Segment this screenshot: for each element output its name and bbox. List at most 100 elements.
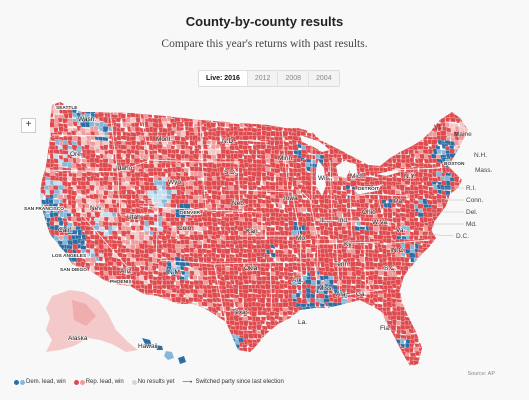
county-shape[interactable] (400, 108, 406, 114)
county-shape[interactable] (414, 305, 421, 313)
county-shape[interactable] (233, 117, 239, 123)
county-shape[interactable] (347, 136, 353, 144)
county-shape[interactable] (354, 225, 361, 232)
county-shape[interactable] (446, 312, 453, 319)
county-shape[interactable] (386, 139, 394, 147)
county-shape[interactable] (286, 104, 295, 111)
county-shape[interactable] (408, 112, 415, 121)
county-shape[interactable] (309, 315, 317, 321)
county-shape[interactable] (147, 319, 155, 326)
county-shape[interactable] (39, 193, 45, 200)
county-shape[interactable] (35, 161, 42, 168)
county-shape[interactable] (54, 261, 61, 268)
county-shape[interactable] (459, 208, 466, 215)
county-shape[interactable] (153, 311, 159, 318)
county-shape[interactable] (441, 226, 449, 234)
county-shape[interactable] (89, 287, 97, 294)
county-shape[interactable] (459, 253, 465, 260)
county-shape[interactable] (40, 288, 48, 296)
county-shape[interactable] (49, 248, 55, 254)
county-shape[interactable] (341, 136, 349, 143)
county-shape[interactable] (175, 108, 182, 116)
county-shape[interactable] (435, 324, 443, 331)
county-shape[interactable] (138, 145, 145, 151)
county-shape[interactable] (368, 198, 374, 204)
county-shape[interactable] (295, 162, 302, 170)
county-shape[interactable] (440, 302, 448, 309)
county-shape[interactable] (450, 284, 457, 290)
county-shape[interactable] (35, 231, 41, 239)
county-shape[interactable] (61, 161, 68, 168)
county-shape[interactable] (355, 135, 362, 143)
county-shape[interactable] (439, 239, 446, 247)
county-shape[interactable] (214, 99, 221, 106)
county-shape[interactable] (120, 135, 128, 141)
county-shape[interactable] (207, 114, 215, 122)
county-shape[interactable] (108, 289, 115, 296)
county-shape[interactable] (44, 267, 50, 273)
county-shape[interactable] (156, 279, 163, 286)
county-shape[interactable] (311, 122, 317, 130)
county-shape[interactable] (130, 310, 137, 318)
county-shape[interactable] (345, 144, 352, 153)
county-shape[interactable] (224, 104, 231, 112)
county-shape[interactable] (400, 279, 407, 286)
county-shape[interactable] (324, 321, 331, 326)
county-shape[interactable] (359, 311, 365, 318)
county-shape[interactable] (431, 104, 437, 110)
county-shape[interactable] (241, 101, 248, 108)
county-shape[interactable] (292, 311, 299, 318)
county-shape[interactable] (35, 150, 42, 158)
county-shape[interactable] (117, 312, 123, 320)
county-shape[interactable] (284, 324, 290, 333)
county-shape[interactable] (184, 148, 190, 155)
county-shape[interactable] (324, 135, 330, 142)
county-shape[interactable] (197, 113, 205, 120)
county-shape[interactable] (450, 271, 457, 277)
county-shape[interactable] (251, 175, 257, 182)
county-shape[interactable] (179, 307, 186, 314)
county-shape[interactable] (377, 117, 384, 124)
county-shape[interactable] (228, 220, 236, 227)
county-shape[interactable] (347, 324, 354, 331)
county-shape[interactable] (372, 284, 380, 290)
county-shape[interactable] (120, 306, 127, 312)
county-shape[interactable] (273, 242, 279, 248)
county-shape[interactable] (49, 266, 55, 273)
county-shape[interactable] (139, 302, 146, 310)
county-shape[interactable] (265, 158, 271, 164)
county-shape[interactable] (455, 225, 463, 234)
county-shape[interactable] (427, 257, 433, 264)
county-shape[interactable] (161, 109, 169, 117)
county-shape[interactable] (409, 109, 416, 115)
county-shape[interactable] (75, 279, 82, 286)
county-shape[interactable] (309, 149, 317, 155)
county-shape[interactable] (333, 306, 340, 312)
county-shape[interactable] (203, 307, 209, 314)
county-shape[interactable] (130, 293, 137, 300)
county-shape[interactable] (359, 157, 365, 163)
county-shape[interactable] (459, 99, 467, 104)
county-shape[interactable] (376, 159, 383, 165)
county-shape[interactable] (49, 234, 55, 242)
county-shape[interactable] (295, 157, 301, 163)
county-shape[interactable] (463, 175, 469, 183)
county-shape[interactable] (102, 297, 109, 305)
county-shape[interactable] (194, 315, 200, 321)
county-shape[interactable] (224, 114, 231, 120)
county-shape[interactable] (462, 166, 469, 173)
county-shape[interactable] (265, 103, 273, 110)
county-shape[interactable] (412, 284, 420, 291)
county-shape[interactable] (259, 270, 267, 276)
county-shape[interactable] (309, 253, 315, 259)
county-shape[interactable] (306, 113, 315, 121)
county-shape[interactable] (315, 104, 321, 111)
county-shape[interactable] (467, 240, 474, 247)
county-shape[interactable] (427, 248, 435, 256)
county-shape[interactable] (405, 104, 412, 111)
county-shape[interactable] (130, 307, 138, 315)
county-shape[interactable] (260, 134, 266, 141)
county-shape[interactable] (37, 252, 43, 261)
county-shape[interactable] (410, 126, 418, 134)
county-shape[interactable] (135, 292, 143, 299)
